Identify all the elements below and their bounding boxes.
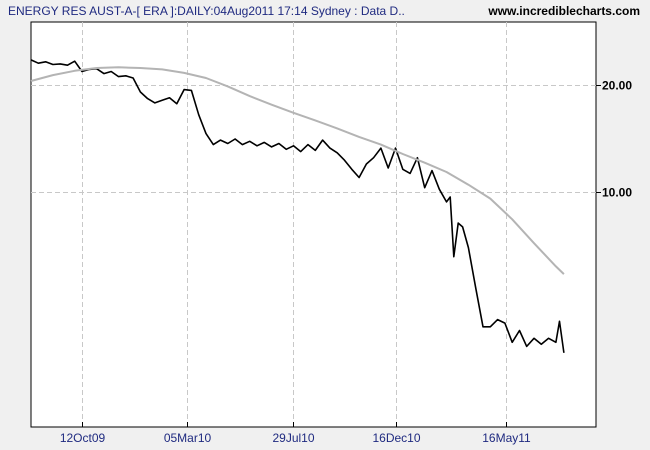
price-line xyxy=(30,59,565,353)
plot-area xyxy=(30,21,597,428)
series-layer xyxy=(30,59,565,353)
chart-header: ENERGY RES AUST-A-[ ERA ]:DAILY:04Aug201… xyxy=(8,3,644,19)
x-tick-label: 29Jul10 xyxy=(272,431,314,445)
x-tick-label: 16Dec10 xyxy=(372,431,420,445)
chart-title: ENERGY RES AUST-A-[ ERA ]:DAILY:04Aug201… xyxy=(8,4,405,18)
x-axis: 12Oct09 05Mar10 29Jul10 16Dec10 16May11 xyxy=(60,422,531,445)
moving-average-line xyxy=(30,66,565,275)
site-url: www.incrediblecharts.com xyxy=(488,4,640,18)
x-tick-label: 16May11 xyxy=(482,431,531,445)
y-tick-label: 10.00 xyxy=(602,186,632,200)
x-tick-label: 12Oct09 xyxy=(60,431,106,445)
y-axis: 20.00 10.00 xyxy=(596,79,632,200)
x-tick-label: 05Mar10 xyxy=(164,431,212,445)
y-tick-label: 20.00 xyxy=(602,79,632,93)
